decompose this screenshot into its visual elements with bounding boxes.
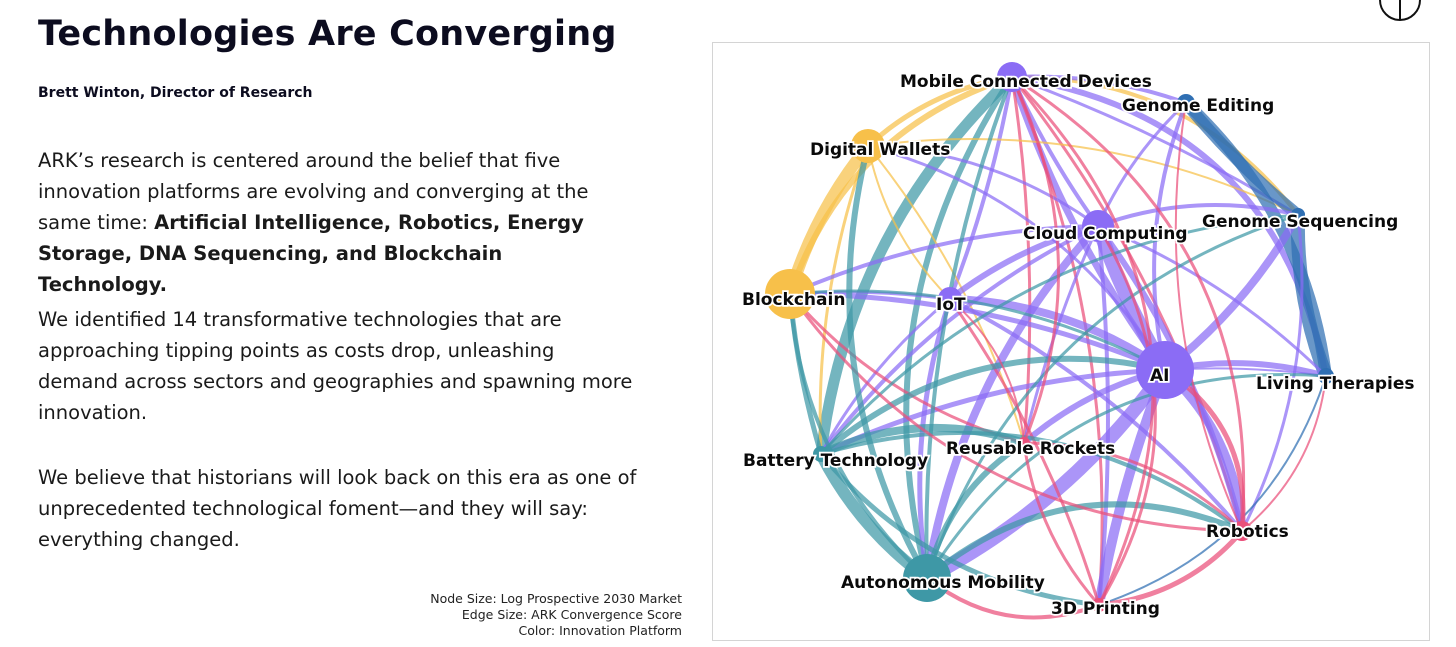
node-label-mobile: Mobile Connected Devices <box>900 72 1152 92</box>
edge-wallets-cloud <box>866 144 1100 228</box>
edge-iot-battery <box>819 297 952 456</box>
edge-cloud-printing <box>1096 224 1110 607</box>
edge-auto-mobile <box>924 75 1014 580</box>
intro-platforms: Artificial Intelligence, Robotics, Energ… <box>38 211 584 296</box>
edge-battery-genome_seq <box>819 213 1300 456</box>
edge-ai-iot <box>946 295 1169 374</box>
legend-node-size: Node Size: Log Prospective 2030 Market <box>430 591 682 606</box>
edge-ai-blockchain <box>787 291 1168 373</box>
network-edges <box>784 71 1333 620</box>
intro-paragraph: ARK’s research is centered around the be… <box>38 145 638 300</box>
node-rockets <box>1018 437 1030 449</box>
edge-wallets-genome_seq <box>867 138 1299 216</box>
technologies-paragraph: We identified 14 transformative technolo… <box>38 308 633 424</box>
edge-mobile-auto <box>903 74 1015 581</box>
intro-text: ARK’s research is centered around the be… <box>38 149 589 234</box>
node-auto <box>903 554 951 602</box>
edge-auto-genome_seq <box>925 213 1300 580</box>
network-labels: Mobile Connected Devices Genome Editing Di… <box>740 70 1416 621</box>
node-iot <box>938 287 962 311</box>
edge-mobile-genome_edit <box>1010 74 1188 105</box>
node-label-robotics: Robotics <box>1206 522 1289 542</box>
node-living <box>1318 368 1334 384</box>
page-title: Technologies Are Converging <box>38 14 617 54</box>
node-mobile <box>997 62 1027 92</box>
node-label-battery: Battery Technology <box>743 451 928 471</box>
edge-battery-robotics <box>819 430 1244 533</box>
legend-color: Color: Innovation Platform <box>518 623 682 638</box>
edge-rockets-iot <box>949 298 1025 444</box>
node-genome-seq <box>1291 208 1305 222</box>
edge-genome_edit-cloud <box>1096 101 1188 228</box>
network-nodes <box>765 62 1334 612</box>
edge-ai-auto <box>920 363 1172 585</box>
convergence-network-panel: Mobile Connected Devices Genome Editing Di… <box>712 42 1430 641</box>
edge-mobile-iot <box>948 75 1014 301</box>
edge-genome_seq-living <box>1290 208 1333 383</box>
node-label-genome-seq: Genome Sequencing <box>1202 212 1398 232</box>
edge-rockets-mobile <box>1010 75 1060 445</box>
edge-iot-robotics <box>948 297 1244 533</box>
edge-mobile-battery <box>815 71 1018 460</box>
edge-blockchain-robotics <box>788 292 1244 533</box>
author-byline: Brett Winton, Director of Research <box>38 85 313 101</box>
convergence-network: Mobile Connected Devices Genome Editing Di… <box>740 62 1416 621</box>
node-robotics <box>1232 521 1252 541</box>
edge-robotics-genome_edit <box>1174 102 1243 532</box>
node-label-wallets: Digital Wallets <box>810 140 950 160</box>
node-cloud <box>1082 210 1114 242</box>
edge-printing-cloud <box>1096 224 1157 607</box>
edge-wallets-rockets <box>867 145 1025 444</box>
edge-printing-mobile <box>1010 75 1155 607</box>
edge-iot-printing <box>948 297 1101 607</box>
node-genome-edit <box>1177 94 1195 112</box>
edge-auto-living <box>925 373 1328 580</box>
edge-living-robotics <box>1241 375 1327 532</box>
node-battery <box>813 446 829 462</box>
node-wallets <box>851 129 885 163</box>
edge-robotics-mobile <box>1010 75 1246 533</box>
node-label-rockets: Reusable Rockets <box>946 439 1115 459</box>
edge-battery-printing <box>818 451 1102 608</box>
edge-wallets-iot <box>867 145 951 300</box>
legend-edge-size: Edge Size: ARK Convergence Score <box>461 607 682 622</box>
node-label-ai: AI <box>1150 366 1169 386</box>
node-label-living: Living Therapies <box>1256 374 1415 394</box>
node-label-auto: Autonomous Mobility <box>841 573 1045 593</box>
edge-genome_seq-cloud <box>1096 203 1300 228</box>
node-label-cloud: Cloud Computing <box>1023 224 1188 244</box>
edge-cloud-iot <box>947 223 1101 302</box>
edge-blockchain-ai <box>788 289 1167 372</box>
node-ai <box>1136 341 1194 399</box>
edge-cloud-auto <box>923 222 1102 582</box>
edge-living-cloud <box>1096 224 1328 378</box>
edge-robotics-printing <box>1096 528 1245 608</box>
network-legend: Node Size: Log Prospective 2030 Market E… <box>430 591 682 639</box>
compass-icon <box>1379 0 1421 21</box>
node-label-iot: IoT <box>936 295 966 315</box>
edge-wallets-battery <box>818 144 870 456</box>
node-blockchain <box>765 269 815 319</box>
node-label-genome-edit: Genome Editing <box>1122 96 1274 116</box>
node-label-printing: 3D Printing <box>1051 599 1160 619</box>
node-printing <box>1092 598 1106 612</box>
node-label-blockchain: Blockchain <box>742 290 845 310</box>
edge-wallets-auto <box>846 143 930 581</box>
conclusion-paragraph: We believe that historians will look bac… <box>38 466 637 551</box>
edge-rockets-robotics <box>1022 441 1244 533</box>
edge-genome_edit-ai <box>1152 101 1188 372</box>
edge-genome_seq-robotics <box>1240 213 1304 533</box>
edge-rockets-printing <box>1022 441 1101 607</box>
